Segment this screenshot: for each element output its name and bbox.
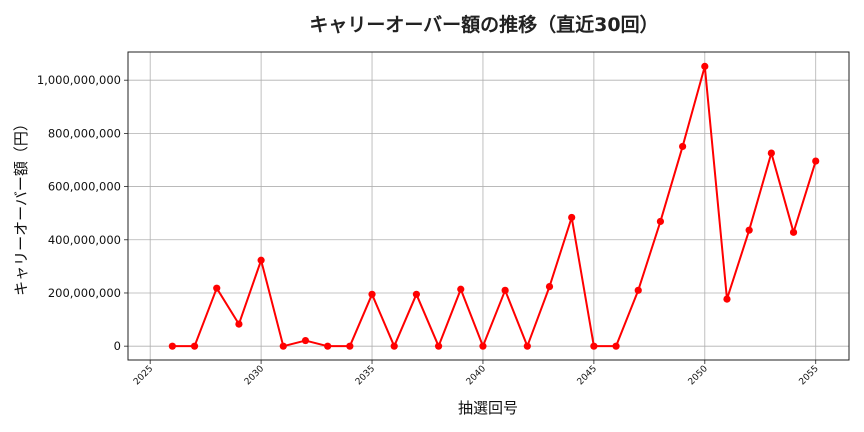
data-point-marker (679, 142, 687, 151)
x-tick-label: 2040 (465, 364, 488, 387)
x-tick-label: 2030 (243, 364, 266, 387)
data-point-marker (568, 213, 576, 222)
data-point-marker (701, 62, 709, 70)
y-tick-label: 0 (114, 339, 121, 353)
data-point-marker (279, 342, 287, 350)
data-series (168, 62, 820, 350)
x-tick-label: 2045 (576, 364, 599, 387)
y-axis-label: キャリーオーバー額（円） (12, 116, 30, 296)
data-point-marker (235, 320, 243, 328)
plot-frame (127, 51, 850, 361)
data-point-marker (412, 290, 420, 298)
grid-lines (128, 52, 849, 360)
y-tick-label: 400,000,000 (48, 233, 121, 247)
x-tick-label: 2035 (354, 364, 377, 387)
x-tick-label: 2050 (687, 364, 710, 387)
data-point-marker (590, 342, 598, 350)
data-point-marker (368, 290, 376, 298)
data-point-marker (257, 256, 265, 264)
data-point-marker (190, 342, 199, 350)
data-point-marker (767, 149, 775, 157)
data-point-marker (434, 342, 443, 350)
data-point-marker (501, 286, 509, 294)
chart-title: キャリーオーバー額の推移（直近30回） (309, 13, 658, 36)
data-point-marker (789, 228, 798, 236)
data-point-marker (457, 285, 465, 293)
data-point-marker (324, 342, 332, 350)
data-point-marker (634, 286, 642, 294)
data-point-marker (301, 336, 310, 345)
data-point-marker (523, 342, 531, 350)
y-tick-label: 800,000,000 (48, 126, 121, 140)
series-line (172, 65, 817, 348)
y-tick-label: 600,000,000 (48, 180, 121, 194)
data-point-marker (390, 342, 398, 350)
data-point-marker (168, 342, 176, 350)
x-axis-ticks: 2025 2030 2035 2040 2045 2050 2055 (132, 360, 821, 387)
y-axis-ticks: 0 200,000,000 400,000,000 600,000,000 800,00… (37, 73, 128, 353)
data-point-marker (213, 284, 221, 292)
data-point-marker (656, 217, 665, 226)
x-tick-label: 2055 (798, 364, 821, 387)
x-tick-label: 2025 (132, 364, 155, 387)
y-tick-label: 200,000,000 (48, 286, 121, 300)
data-point-marker (346, 342, 354, 350)
data-point-marker (612, 342, 620, 350)
data-point-marker (812, 157, 820, 165)
data-point-marker (723, 295, 731, 303)
data-point-marker (479, 342, 487, 350)
y-tick-label: 1,000,000,000 (37, 73, 121, 87)
data-point-marker (745, 226, 753, 234)
data-point-marker (545, 282, 554, 291)
x-axis-label: 抽選回号 (458, 399, 518, 417)
